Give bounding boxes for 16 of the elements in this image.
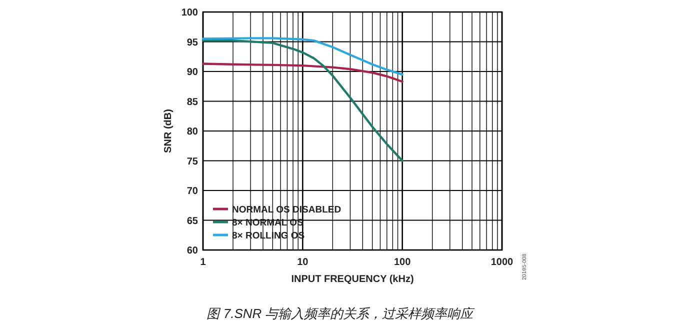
y-tick-label: 60 [186,246,198,256]
x-tick-label: 1 [200,257,206,268]
y-axis-title: SNR (dB) [163,109,174,153]
x-tick-label: 100 [394,257,412,268]
y-tick-label: 75 [186,156,198,168]
caption: 图 7.SNR 与输入频率的关系，过采样频率响应 [206,306,476,321]
y-tick-label: 70 [186,186,198,197]
y-tick-label: 65 [186,216,198,227]
y-tick-label: 95 [186,37,198,48]
y-tick-label: 80 [186,126,198,138]
y-tick-label: 85 [186,96,198,108]
x-tick-label: 10 [297,257,309,268]
x-axis-title: INPUT FREQUENCY (kHz) [291,274,414,285]
y-tick-label: 100 [181,8,198,18]
x-tick-label: 1000 [490,257,514,268]
y-tick-label: 90 [186,67,198,78]
